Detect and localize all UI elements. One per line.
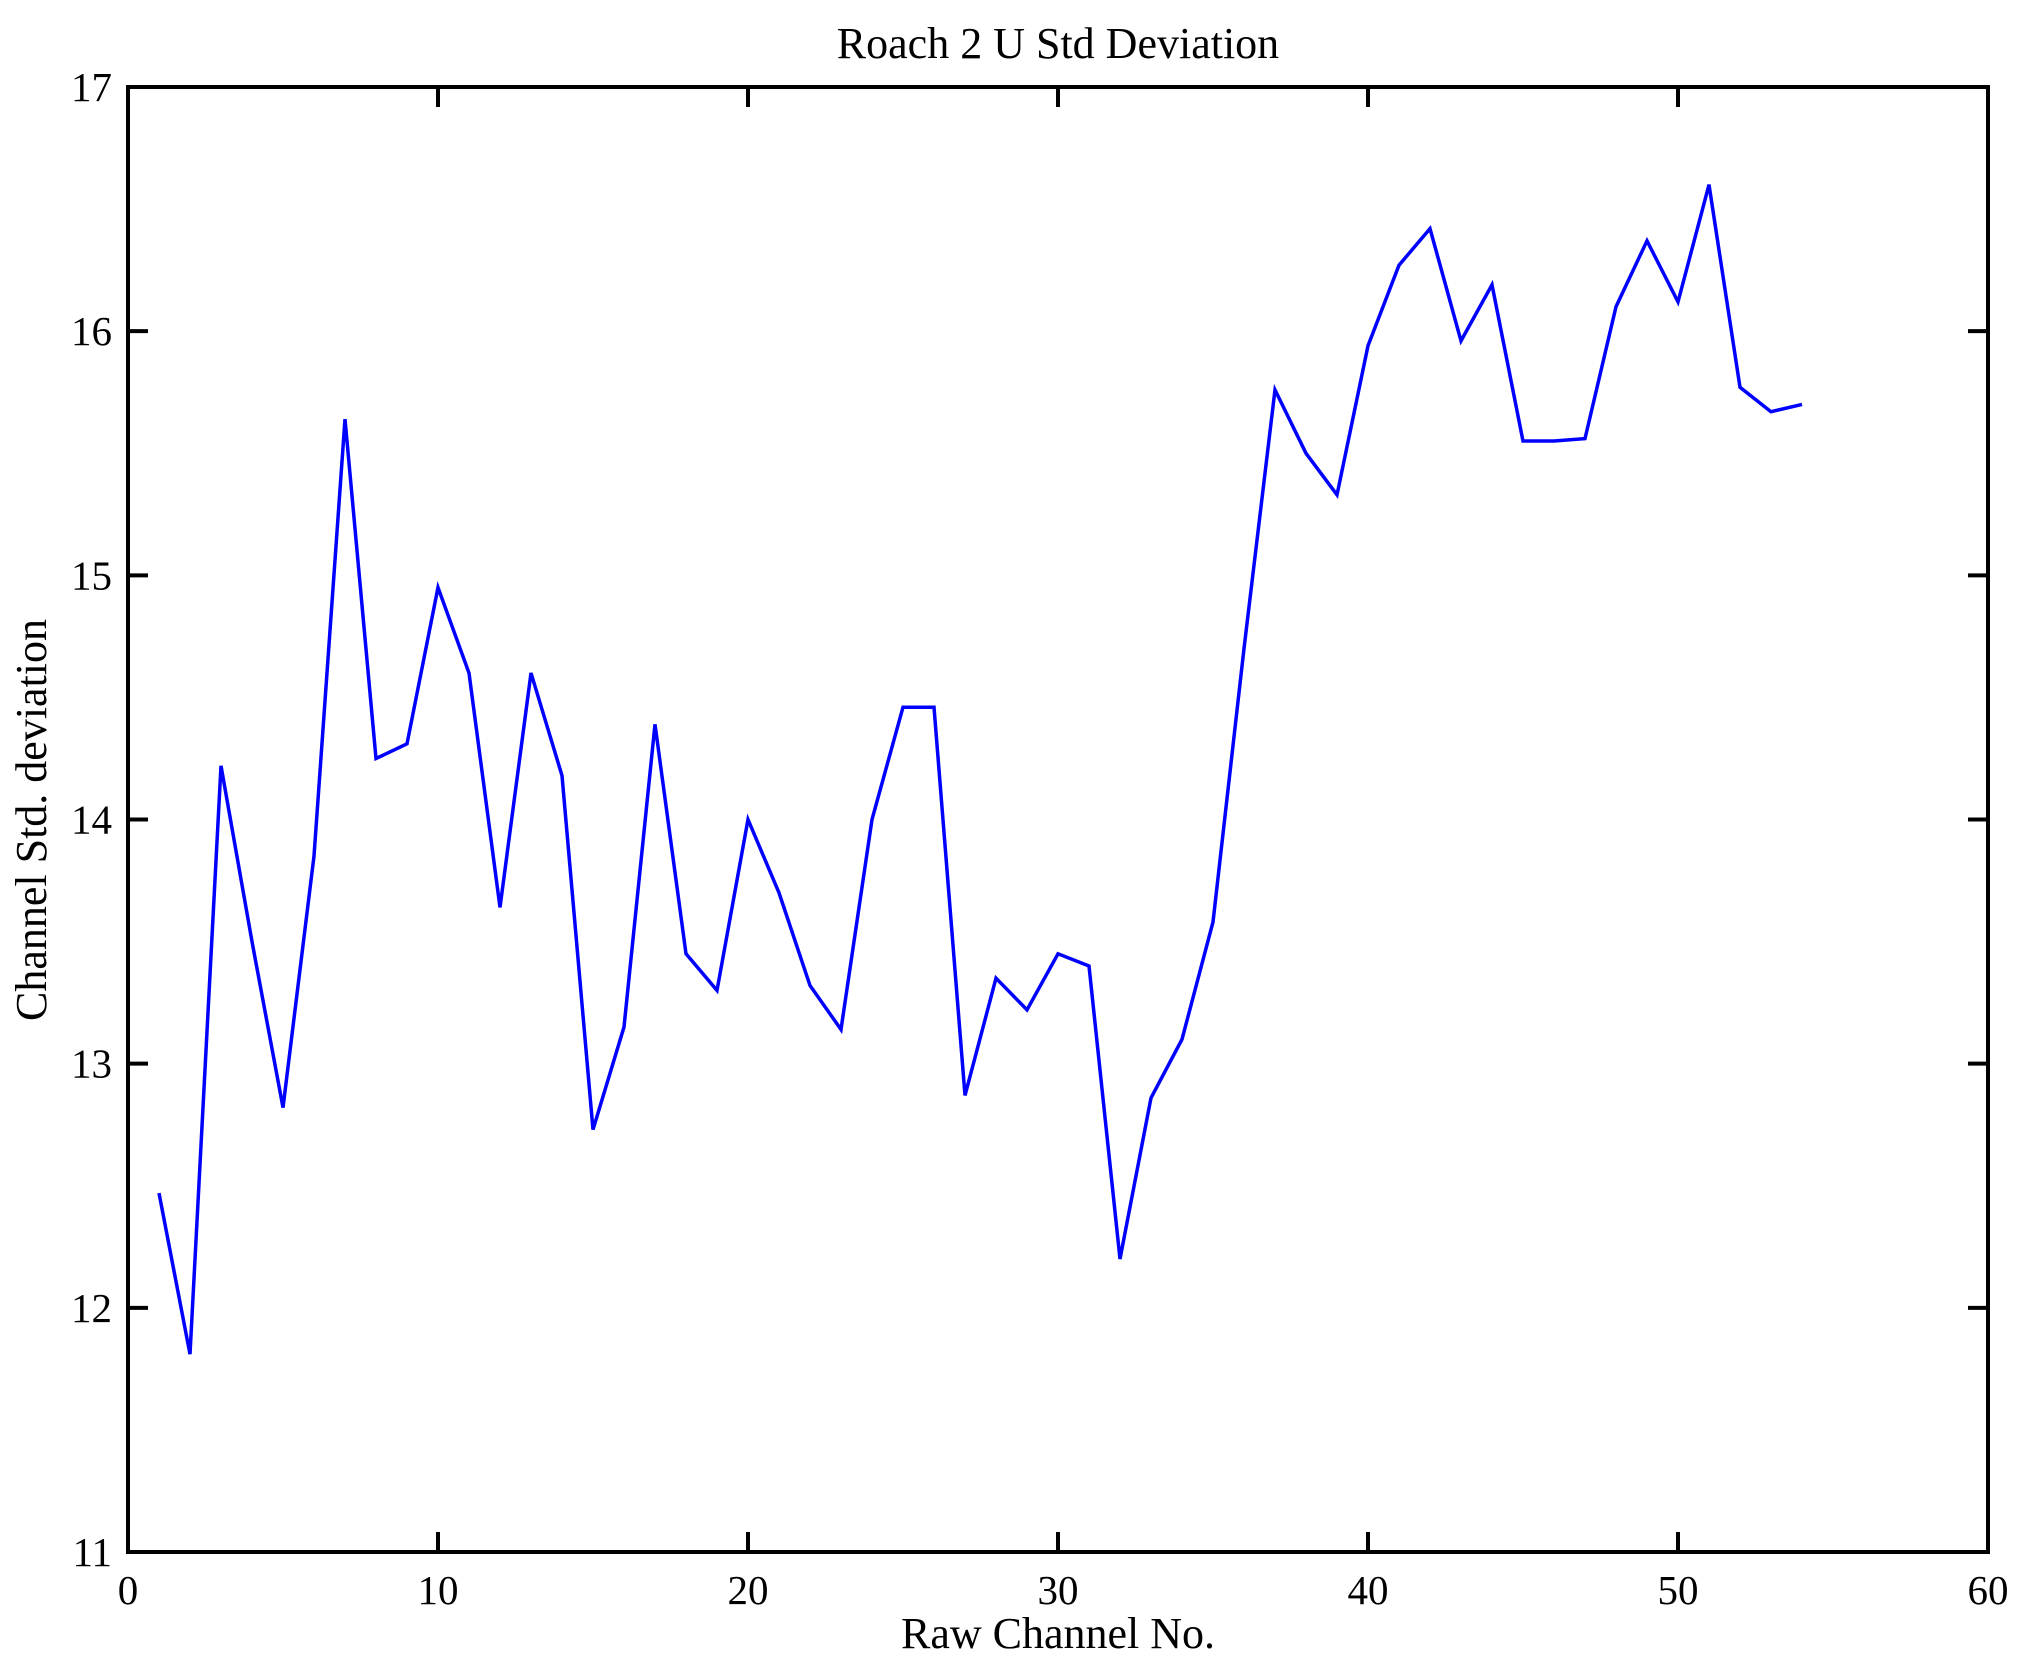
x-axis-label: Raw Channel No.	[900, 1609, 1216, 1658]
y-tick-label: 12	[71, 1285, 112, 1331]
x-tick-label: 20	[728, 1567, 769, 1613]
y-tick-label: 14	[71, 797, 112, 843]
y-tick-label: 15	[71, 552, 112, 598]
x-tick-label: 30	[1038, 1567, 1079, 1613]
chart-title: Roach 2 U Std Deviation	[836, 19, 1280, 68]
x-tick-label: 60	[1968, 1567, 2009, 1613]
axis-box	[126, 85, 1990, 1554]
x-tick-label: 40	[1348, 1567, 1389, 1613]
y-tick-label: 17	[71, 64, 112, 110]
y-tick-label: 11	[73, 1529, 112, 1575]
y-tick-label: 13	[71, 1041, 112, 1087]
y-axis-label: Channel Std. deviation	[7, 618, 56, 1022]
data-line	[157, 184, 1803, 1355]
x-tick-label: 50	[1658, 1567, 1699, 1613]
y-tick-label: 16	[71, 308, 112, 354]
x-tick-label: 10	[418, 1567, 459, 1613]
x-tick-label: 0	[118, 1567, 139, 1613]
